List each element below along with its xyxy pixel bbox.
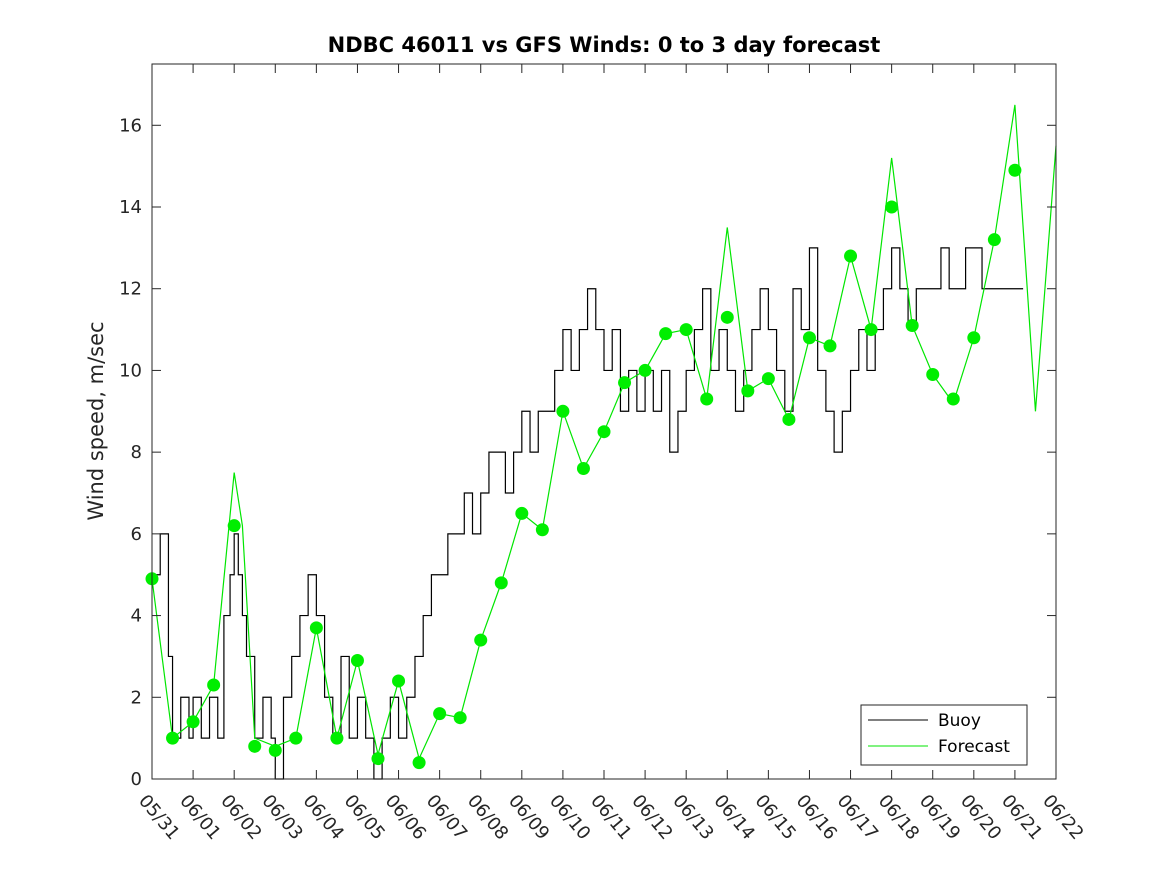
forecast-series-line (151, 104, 1057, 761)
forecast-marker (289, 731, 303, 745)
y-tick-label: 8 (131, 442, 142, 463)
forecast-marker (515, 506, 529, 520)
forecast-marker (618, 376, 632, 390)
y-tick-label: 6 (131, 524, 142, 545)
forecast-marker (823, 339, 837, 353)
forecast-marker (453, 711, 467, 725)
forecast-marker (802, 331, 816, 345)
y-tick-label: 14 (119, 197, 142, 218)
y-tick-label: 12 (119, 279, 142, 300)
y-axis-label: Wind speed, m/sec (84, 321, 108, 520)
forecast-marker (227, 519, 241, 533)
forecast-marker (576, 461, 590, 475)
forecast-marker (556, 404, 570, 418)
forecast-marker (371, 752, 385, 766)
y-tick-label: 0 (131, 769, 142, 790)
forecast-marker (433, 707, 447, 721)
forecast-marker (679, 323, 693, 337)
legend-forecast-label: Forecast (938, 737, 1010, 757)
forecast-marker (166, 731, 180, 745)
forecast-marker (392, 674, 406, 688)
forecast-marker (659, 327, 673, 341)
forecast-marker (350, 654, 364, 668)
forecast-marker (761, 372, 775, 386)
forecast-marker (844, 249, 858, 263)
forecast-marker (207, 678, 221, 692)
forecast-marker (905, 318, 919, 332)
forecast-marker (946, 392, 960, 406)
forecast-marker (309, 621, 323, 635)
forecast-marker (782, 412, 796, 426)
forecast-marker (1008, 163, 1022, 177)
buoy-series-line (152, 247, 1024, 780)
forecast-marker (330, 731, 344, 745)
forecast-marker (186, 715, 200, 729)
forecast-marker (412, 756, 426, 770)
forecast-marker (720, 310, 734, 324)
y-tick-label: 10 (119, 360, 142, 381)
forecast-marker (268, 743, 282, 757)
legend: Buoy Forecast (860, 704, 1028, 766)
forecast-marker (741, 384, 755, 398)
forecast-marker (248, 739, 262, 753)
legend-buoy-label: Buoy (938, 711, 981, 731)
forecast-marker (535, 523, 549, 537)
y-tick-label: 16 (119, 115, 142, 136)
forecast-marker (987, 233, 1001, 247)
y-tick-label: 4 (131, 606, 142, 627)
forecast-marker (494, 576, 508, 590)
forecast-marker (926, 368, 940, 382)
chart-title: NDBC 46011 vs GFS Winds: 0 to 3 day fore… (328, 33, 881, 57)
legend-box (860, 704, 1028, 766)
forecast-marker (474, 633, 488, 647)
y-tick-label: 2 (131, 687, 142, 708)
forecast-marker (638, 363, 652, 377)
forecast-marker (967, 331, 981, 345)
forecast-marker (864, 323, 878, 337)
forecast-marker (700, 392, 714, 406)
forecast-marker (885, 200, 899, 214)
forecast-marker (597, 425, 611, 439)
